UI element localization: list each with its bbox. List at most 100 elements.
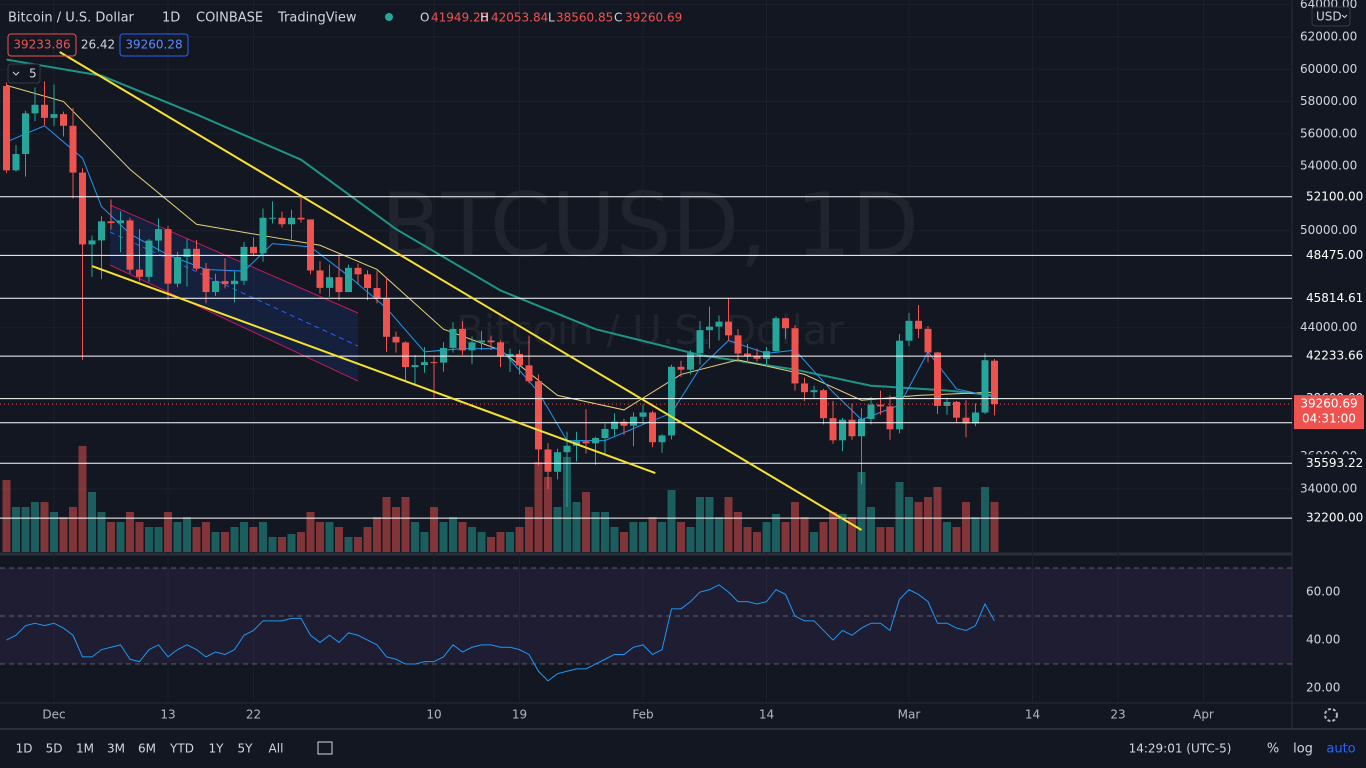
candle-body (392, 336, 400, 343)
candle-body (496, 342, 504, 357)
candle-body (373, 288, 381, 299)
volume-bar (762, 522, 771, 552)
watermark-ticker: BTCUSD, 1D (381, 174, 919, 277)
current-price-label: 39260.69 (1300, 397, 1357, 411)
candle-body (449, 328, 457, 348)
ohlc-letter: O (420, 11, 429, 25)
rsi-pane (0, 556, 1292, 702)
volume-bar (239, 522, 248, 552)
volume-bar (686, 527, 695, 552)
level-label-bg (1293, 347, 1365, 366)
candle-body (145, 240, 153, 277)
ohlc-letter: H (480, 11, 489, 25)
range-button[interactable]: 1D (16, 742, 33, 756)
scale-option[interactable]: log (1293, 742, 1313, 757)
candle-body (810, 390, 818, 393)
volume-bar (78, 446, 87, 552)
volume-bar (21, 507, 30, 552)
bid-box[interactable] (7, 33, 77, 57)
volume-bar (553, 507, 562, 552)
volume-bar (610, 527, 619, 552)
rsi-tick-label: 40.00 (1306, 633, 1340, 647)
candle-body (677, 366, 685, 370)
level-label-bg (1293, 246, 1365, 265)
volume-bar (391, 507, 400, 552)
volume-bar (467, 527, 476, 552)
range-button[interactable]: All (269, 742, 284, 756)
candle-body (278, 217, 286, 225)
level-label: 42233.66 (1306, 349, 1363, 363)
ask-box[interactable] (119, 33, 189, 57)
volume-bar (771, 514, 780, 552)
candle-body (97, 221, 105, 241)
volume-bar (230, 527, 239, 552)
range-button[interactable]: 5Y (238, 742, 254, 756)
volume-bar (106, 522, 115, 552)
y-tick-label: 56000.00 (1300, 126, 1357, 140)
candle-body (88, 240, 96, 245)
candle-body (990, 360, 998, 405)
level-label: 35593.22 (1306, 456, 1363, 470)
volume-bar (2, 480, 11, 552)
candle-body (78, 172, 86, 245)
x-tick-label: Dec (42, 708, 65, 722)
volume-bar (40, 502, 49, 552)
candle-body (439, 347, 447, 363)
rsi-tick-label: 60.00 (1306, 585, 1340, 599)
range-button[interactable]: 1Y (209, 742, 225, 756)
candle-body (249, 246, 257, 254)
volume-bar (971, 517, 980, 552)
volume-bar (296, 532, 305, 552)
volume-bar (486, 537, 495, 552)
volume-bar (154, 527, 163, 552)
trendline (59, 51, 863, 531)
candle-body (753, 356, 761, 359)
volume-bar (800, 517, 809, 552)
candle-body (762, 351, 770, 359)
scale-option[interactable]: auto (1326, 742, 1355, 757)
candle-body (943, 401, 951, 406)
scale-option[interactable]: % (1267, 742, 1279, 757)
volume-bar (201, 522, 210, 552)
volume-bar (420, 532, 429, 552)
volume-bar (695, 497, 704, 552)
x-tick-label: Mar (898, 708, 921, 722)
candle-body (135, 269, 143, 277)
range-button[interactable]: 5D (46, 742, 63, 756)
volume-bar (543, 477, 552, 552)
candle-body (715, 321, 723, 327)
candle-body (867, 404, 875, 419)
candle-body (458, 328, 466, 351)
volume-bar (68, 507, 77, 552)
candle-body (924, 328, 932, 353)
range-button[interactable]: 6M (138, 742, 156, 756)
currency-button[interactable] (1311, 6, 1351, 27)
volume-bar (410, 522, 419, 552)
level-label: 48475.00 (1306, 248, 1363, 262)
candle-body (629, 416, 637, 426)
candle-body (724, 321, 732, 336)
volume-bar (163, 512, 172, 552)
channel-lower (109, 264, 359, 382)
candle-body (69, 125, 77, 173)
range-button[interactable]: YTD (169, 742, 194, 756)
volume-bar (885, 527, 894, 552)
range-button[interactable]: 3M (107, 742, 125, 756)
volume-bar (714, 517, 723, 552)
indicator-toggle[interactable] (7, 63, 41, 84)
candle-body (420, 362, 428, 366)
y-tick-label: 34000.00 (1300, 482, 1357, 496)
volume-bar (591, 512, 600, 552)
range-button[interactable]: 1M (76, 742, 94, 756)
candle-body (534, 381, 542, 450)
chevron (1341, 14, 1348, 19)
volume-bar (648, 517, 657, 552)
volume-bar (87, 492, 96, 552)
candle-body (259, 217, 267, 254)
exchange: COINBASE (196, 11, 263, 26)
volume-bar (790, 502, 799, 552)
volume-bar (59, 517, 68, 552)
settings-icon[interactable] (1324, 708, 1338, 722)
date-range-icon[interactable] (317, 741, 333, 755)
legend-header: Bitcoin / U.S. Dollar 1D COINBASE Tradin… (7, 6, 1356, 757)
